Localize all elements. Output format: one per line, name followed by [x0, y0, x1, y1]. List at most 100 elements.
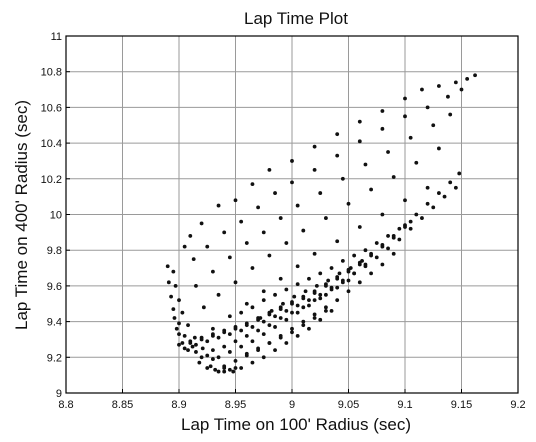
data-point	[239, 219, 244, 224]
data-point	[239, 328, 244, 333]
data-point	[408, 135, 413, 140]
data-point	[414, 212, 419, 217]
x-tick-label: 9.15	[451, 399, 472, 411]
data-point	[273, 325, 277, 329]
data-point	[391, 251, 396, 256]
data-point	[337, 271, 342, 276]
data-point	[267, 323, 272, 328]
y-axis-label: Lap Time on 400' Radius (sec)	[12, 100, 31, 330]
data-point	[205, 244, 210, 249]
data-point	[380, 212, 385, 217]
data-point	[191, 257, 196, 262]
data-point	[318, 271, 323, 276]
data-point	[205, 339, 210, 344]
data-point	[216, 335, 221, 340]
data-point	[295, 282, 300, 287]
data-point	[397, 226, 402, 231]
data-point	[357, 280, 362, 285]
x-axis-label: Lap Time on 100' Radius (sec)	[181, 415, 411, 434]
data-point	[340, 259, 345, 263]
axis-ticks: 8.8 8.85 8.9 8.95 9 9.05 9.1 9.15 9.2 9 9.2 9.4 9.6 9…	[41, 31, 526, 411]
y-tick-label: 9.4	[47, 317, 62, 329]
data-point	[177, 298, 181, 303]
data-point	[420, 87, 424, 92]
data-point	[360, 259, 364, 263]
x-tick-label: 8.9	[171, 399, 186, 411]
x-tick-label: 8.95	[225, 399, 246, 411]
data-point	[222, 330, 227, 335]
data-point	[442, 194, 447, 199]
data-point	[278, 216, 283, 220]
data-point	[295, 264, 300, 269]
data-point	[188, 341, 193, 345]
data-point	[295, 303, 300, 308]
data-point	[352, 271, 357, 276]
data-point	[227, 367, 232, 372]
data-point	[290, 330, 294, 335]
data-point	[301, 319, 306, 324]
data-point	[357, 139, 362, 144]
data-point	[194, 284, 198, 288]
data-point	[267, 341, 272, 345]
data-point	[200, 346, 205, 351]
data-point	[318, 292, 323, 297]
data-point	[199, 355, 204, 360]
data-point	[431, 123, 436, 128]
data-point	[403, 225, 407, 229]
data-point	[261, 298, 266, 303]
data-point	[448, 180, 453, 185]
data-point	[295, 310, 300, 315]
x-tick-label: 9.2	[510, 399, 525, 411]
data-point	[380, 244, 385, 249]
data-point	[386, 246, 390, 251]
data-point	[301, 296, 306, 301]
data-point	[177, 332, 181, 336]
data-point	[290, 310, 294, 315]
data-point	[261, 355, 266, 360]
data-point	[165, 264, 170, 269]
data-point	[278, 316, 283, 320]
data-point	[391, 175, 396, 179]
data-point	[414, 160, 419, 165]
data-point	[324, 292, 328, 297]
data-point	[261, 332, 266, 336]
data-point	[380, 126, 385, 131]
data-point	[278, 307, 283, 312]
x-tick-label: 8.8	[58, 399, 73, 411]
data-point	[329, 266, 334, 270]
data-point	[244, 333, 249, 338]
data-point	[233, 198, 238, 203]
data-point	[295, 333, 300, 338]
data-point	[233, 358, 238, 363]
data-point	[261, 230, 266, 235]
data-point	[239, 366, 244, 370]
data-point	[250, 305, 255, 310]
data-point	[453, 185, 458, 190]
data-point	[233, 339, 238, 344]
data-point	[431, 205, 436, 210]
data-point	[318, 191, 323, 195]
data-point	[273, 191, 277, 195]
data-point	[437, 84, 441, 88]
data-point	[216, 292, 221, 297]
y-tick-label: 9	[56, 388, 62, 400]
data-point	[182, 244, 187, 249]
data-point	[261, 319, 266, 324]
data-point	[329, 287, 334, 292]
data-point	[348, 266, 353, 270]
data-point	[457, 171, 462, 176]
data-point	[363, 248, 368, 253]
data-point	[186, 323, 190, 328]
data-point	[403, 198, 407, 203]
data-point	[318, 296, 323, 301]
data-point	[227, 350, 232, 354]
data-point	[216, 355, 221, 360]
data-point	[284, 287, 289, 292]
data-point	[194, 350, 198, 354]
data-point	[244, 301, 249, 306]
data-point	[227, 255, 232, 260]
data-point	[312, 144, 317, 149]
data-point	[374, 255, 379, 260]
data-point	[301, 305, 306, 310]
